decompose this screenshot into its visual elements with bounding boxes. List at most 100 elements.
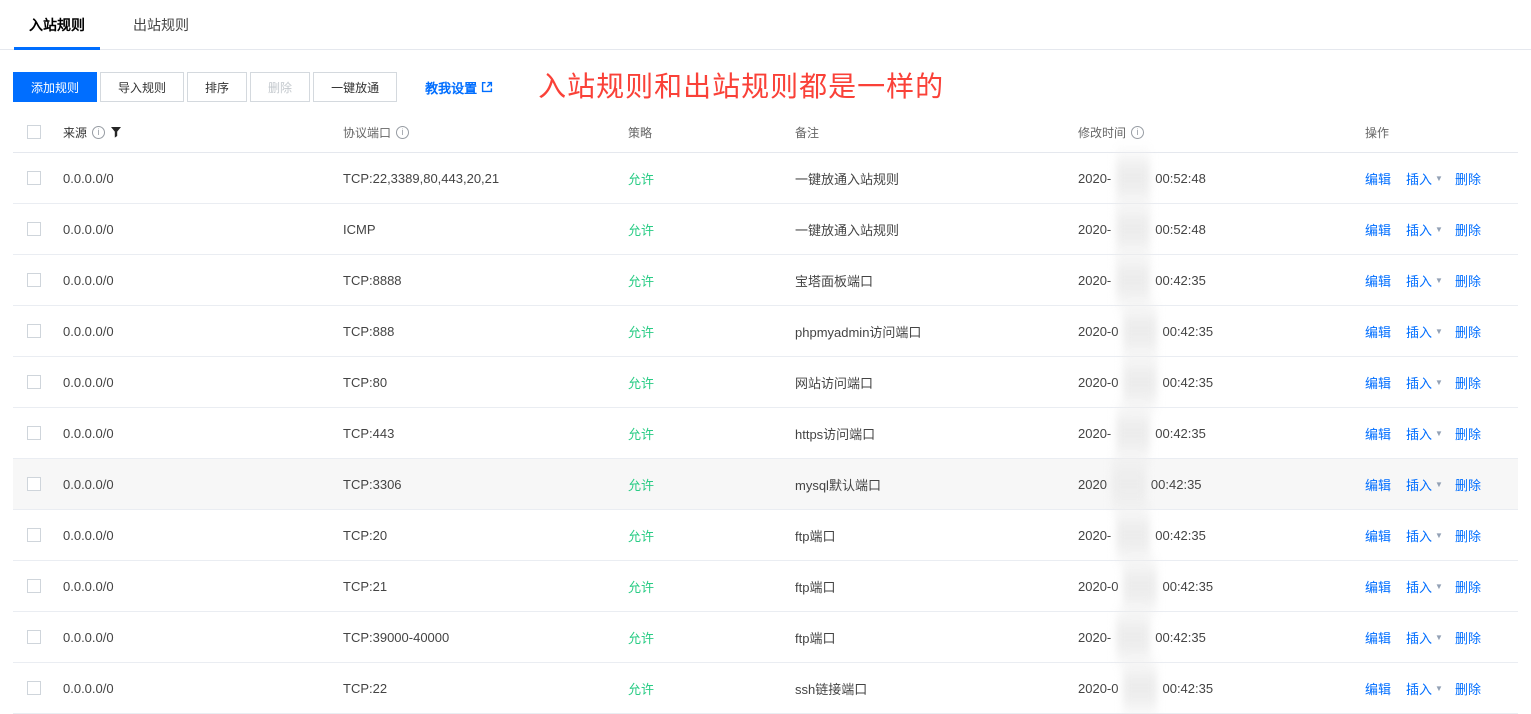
- source-value: 0.0.0.0/0: [63, 527, 114, 543]
- modified-date-prefix: 2020-0: [1078, 374, 1119, 390]
- info-icon[interactable]: i: [92, 125, 106, 139]
- tutorial-link[interactable]: 教我设置: [425, 78, 493, 97]
- delete-link[interactable]: 删除: [1454, 579, 1481, 595]
- edit-link[interactable]: 编辑: [1365, 426, 1392, 442]
- edit-link[interactable]: 编辑: [1365, 324, 1392, 340]
- caret-down-icon[interactable]: ▼: [1435, 224, 1443, 234]
- modified-date-prefix: 2020-: [1078, 425, 1112, 441]
- edit-link[interactable]: 编辑: [1365, 273, 1392, 289]
- add-rule-button[interactable]: 添加规则: [13, 72, 98, 102]
- insert-link[interactable]: 插入: [1406, 579, 1433, 595]
- row-checkbox[interactable]: [27, 528, 41, 542]
- delete-link[interactable]: 删除: [1454, 426, 1481, 442]
- insert-link[interactable]: 插入: [1406, 171, 1433, 187]
- edit-link[interactable]: 编辑: [1365, 222, 1392, 238]
- caret-down-icon[interactable]: ▼: [1435, 632, 1443, 642]
- header-remark: 备注: [795, 125, 820, 140]
- table-row: 0.0.0.0/0 TCP:80 允许 网站访问端口 2020-0 00:42:3…: [13, 357, 1518, 408]
- protocol-port-value: TCP:22,3389,80,443,20,21: [343, 170, 500, 186]
- insert-link[interactable]: 插入: [1406, 273, 1433, 289]
- protocol-port-value: TCP:39000-40000: [343, 629, 450, 645]
- source-value: 0.0.0.0/0: [63, 578, 114, 594]
- modified-time-value: 00:42:35: [1155, 425, 1206, 441]
- delete-link[interactable]: 删除: [1454, 222, 1481, 238]
- policy-value: 允许: [628, 324, 655, 340]
- row-checkbox[interactable]: [27, 171, 41, 185]
- edit-link[interactable]: 编辑: [1365, 477, 1392, 493]
- row-checkbox[interactable]: [27, 324, 41, 338]
- caret-down-icon[interactable]: ▼: [1435, 428, 1443, 438]
- modified-date-prefix: 2020: [1078, 476, 1107, 492]
- filter-icon[interactable]: [111, 126, 122, 138]
- policy-value: 允许: [628, 528, 655, 544]
- caret-down-icon[interactable]: ▼: [1435, 479, 1443, 489]
- delete-link[interactable]: 删除: [1454, 324, 1481, 340]
- caret-down-icon[interactable]: ▼: [1435, 683, 1443, 693]
- select-all-checkbox[interactable]: [27, 125, 41, 139]
- delete-link[interactable]: 删除: [1454, 375, 1481, 391]
- tab-inbound-rules[interactable]: 入站规则: [14, 0, 100, 50]
- policy-value: 允许: [628, 477, 655, 493]
- modified-time-value: 00:42:35: [1162, 323, 1214, 339]
- edit-link[interactable]: 编辑: [1365, 681, 1392, 697]
- delete-link[interactable]: 删除: [1454, 477, 1481, 493]
- edit-link[interactable]: 编辑: [1365, 579, 1392, 595]
- row-checkbox[interactable]: [27, 630, 41, 644]
- annotation-text: 入站规则和出站规则都是一样的: [538, 71, 945, 102]
- remark-value: mysql默认端口: [795, 477, 881, 493]
- row-checkbox[interactable]: [27, 426, 41, 440]
- import-rule-button[interactable]: 导入规则: [100, 72, 185, 102]
- info-icon[interactable]: i: [1131, 125, 1145, 139]
- modified-date-prefix: 2020-0: [1078, 323, 1119, 339]
- row-checkbox[interactable]: [27, 477, 41, 491]
- source-value: 0.0.0.0/0: [63, 374, 114, 390]
- tutorial-link-label: 教我设置: [425, 80, 478, 96]
- source-value: 0.0.0.0/0: [63, 425, 114, 441]
- insert-link[interactable]: 插入: [1406, 222, 1433, 238]
- delete-button[interactable]: 删除: [250, 72, 311, 102]
- remark-value: ssh链接端口: [795, 681, 868, 697]
- delete-link[interactable]: 删除: [1454, 171, 1481, 187]
- header-modified-time: 修改时间: [1078, 125, 1127, 140]
- sort-button[interactable]: 排序: [187, 72, 248, 102]
- modified-time-value: 00:52:48: [1155, 221, 1206, 237]
- row-checkbox[interactable]: [27, 375, 41, 389]
- insert-link[interactable]: 插入: [1406, 630, 1433, 646]
- table-row: 0.0.0.0/0 TCP:22 允许 ssh链接端口 2020-0 00:42:…: [13, 663, 1518, 714]
- open-all-ports-button[interactable]: 一键放通: [313, 72, 398, 102]
- redacted-date-blur: [1123, 362, 1158, 402]
- insert-link[interactable]: 插入: [1406, 324, 1433, 340]
- insert-link[interactable]: 插入: [1406, 426, 1433, 442]
- insert-link[interactable]: 插入: [1406, 681, 1433, 697]
- edit-link[interactable]: 编辑: [1365, 528, 1392, 544]
- caret-down-icon[interactable]: ▼: [1435, 530, 1443, 540]
- row-checkbox[interactable]: [27, 273, 41, 287]
- edit-link[interactable]: 编辑: [1365, 630, 1392, 646]
- modified-date-prefix: 2020-: [1078, 221, 1112, 237]
- remark-value: phpmyadmin访问端口: [795, 324, 922, 340]
- modified-date-prefix: 2020-: [1078, 527, 1112, 543]
- row-checkbox[interactable]: [27, 222, 41, 236]
- tab-outbound-rules[interactable]: 出站规则: [133, 16, 189, 33]
- info-icon[interactable]: i: [396, 125, 410, 139]
- modified-date-prefix: 2020-: [1078, 170, 1112, 186]
- caret-down-icon[interactable]: ▼: [1435, 377, 1443, 387]
- caret-down-icon[interactable]: ▼: [1435, 275, 1443, 285]
- insert-link[interactable]: 插入: [1406, 375, 1433, 391]
- caret-down-icon[interactable]: ▼: [1435, 173, 1443, 183]
- edit-link[interactable]: 编辑: [1365, 375, 1392, 391]
- caret-down-icon[interactable]: ▼: [1435, 581, 1443, 591]
- delete-link[interactable]: 删除: [1454, 528, 1481, 544]
- caret-down-icon[interactable]: ▼: [1435, 326, 1443, 336]
- insert-link[interactable]: 插入: [1406, 477, 1433, 493]
- edit-link[interactable]: 编辑: [1365, 171, 1392, 187]
- delete-link[interactable]: 删除: [1454, 273, 1481, 289]
- delete-link[interactable]: 删除: [1454, 681, 1481, 697]
- delete-link[interactable]: 删除: [1454, 630, 1481, 646]
- insert-link[interactable]: 插入: [1406, 528, 1433, 544]
- row-checkbox[interactable]: [27, 579, 41, 593]
- source-value: 0.0.0.0/0: [63, 221, 114, 237]
- toolbar: 添加规则 导入规则 排序 删除 一键放通 教我设置 入站规则和出站规则都是一样的: [13, 72, 1518, 102]
- remark-value: 一键放通入站规则: [795, 222, 900, 238]
- row-checkbox[interactable]: [27, 681, 41, 695]
